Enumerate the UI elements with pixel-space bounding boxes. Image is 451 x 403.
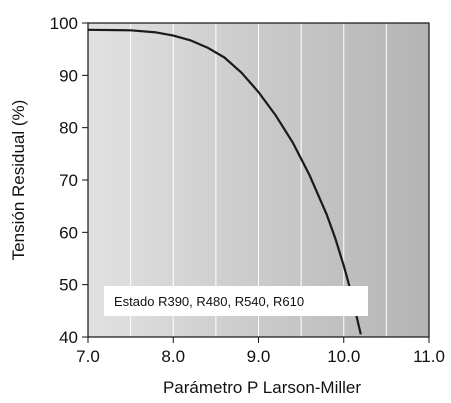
x-axis-title: Parámetro P Larson-Miller bbox=[163, 378, 361, 397]
y-tick-label: 40 bbox=[59, 328, 78, 347]
x-axis: 7.0 8.0 9.0 10.0 11.0 bbox=[76, 337, 445, 366]
x-tick-label: 11.0 bbox=[413, 347, 445, 366]
y-tick-label: 70 bbox=[59, 171, 78, 190]
grid-lines bbox=[130, 23, 387, 337]
x-tick-label: 7.0 bbox=[76, 347, 100, 366]
x-tick-label: 9.0 bbox=[247, 347, 271, 366]
annotation-text: Estado R390, R480, R540, R610 bbox=[114, 294, 304, 309]
y-axis: 40 50 60 70 80 90 100 bbox=[50, 14, 88, 347]
annotation: Estado R390, R480, R540, R610 bbox=[104, 286, 368, 316]
y-tick-label: 80 bbox=[59, 119, 78, 138]
y-tick-label: 60 bbox=[59, 223, 78, 242]
y-tick-label: 50 bbox=[59, 276, 78, 295]
x-tick-label: 10.0 bbox=[327, 347, 360, 366]
series-layer bbox=[87, 28, 362, 335]
annotation-box bbox=[104, 286, 368, 316]
x-tick-label: 8.0 bbox=[161, 347, 185, 366]
series-line bbox=[87, 28, 362, 335]
y-tick-label: 100 bbox=[50, 14, 78, 33]
y-tick-label: 90 bbox=[59, 66, 78, 85]
y-axis-title: Tensión Residual (%) bbox=[9, 100, 28, 261]
